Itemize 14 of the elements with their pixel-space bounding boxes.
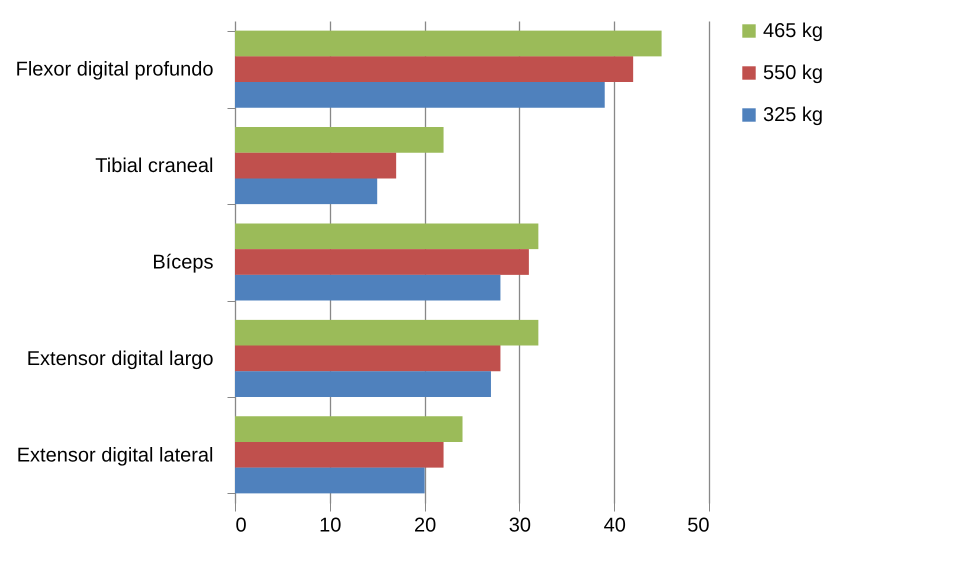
x-tick-label: 30 xyxy=(508,514,532,536)
x-tick-label: 50 xyxy=(687,514,710,536)
legend-label: 465 kg xyxy=(763,20,824,42)
y-tick-label: Bíceps xyxy=(152,252,214,274)
x-tick-label: 10 xyxy=(319,514,342,536)
y-tick-label: Extensor digital largo xyxy=(26,348,214,370)
legend-label: 325 kg xyxy=(763,104,824,126)
y-tick-label: Flexor digital profundo xyxy=(16,58,214,81)
x-tick-label: 20 xyxy=(414,514,436,536)
legend-label: 550 kg xyxy=(763,62,824,84)
y-tick-label: Extensor digital lateral xyxy=(16,444,214,466)
y-tick-label: Tibial craneal xyxy=(95,155,214,178)
x-tick-label: 40 xyxy=(604,514,626,536)
x-tick-label: 0 xyxy=(236,514,247,536)
